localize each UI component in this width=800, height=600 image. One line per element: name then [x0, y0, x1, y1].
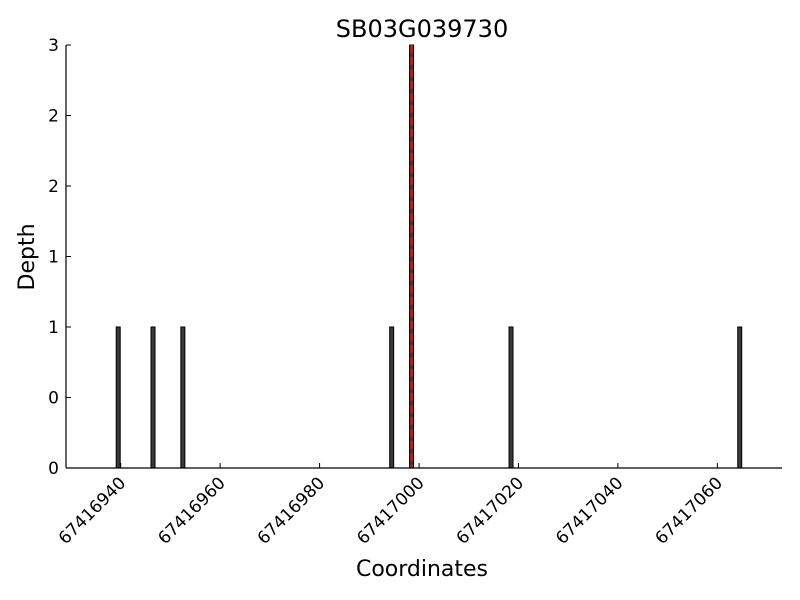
x-tick-label-1: 67416960	[154, 473, 229, 548]
x-tick-label-6: 67417060	[652, 473, 727, 548]
x-tick-label-2: 67416980	[254, 473, 329, 548]
y-tick-label-5: 2	[48, 107, 59, 127]
bar-1	[150, 326, 156, 469]
x-tick-label-0: 67416940	[55, 473, 130, 548]
bar-0	[115, 326, 121, 469]
x-axis-label: Coordinates	[356, 557, 488, 582]
y-axis-label: Depth	[15, 223, 40, 290]
y-tick-label-6: 3	[48, 36, 59, 56]
y-tick-label-3: 1	[48, 248, 59, 268]
y-tick-label-4: 2	[48, 177, 59, 197]
bar-6	[737, 326, 743, 469]
x-tick-label-3: 67417000	[353, 473, 428, 548]
bar-3	[389, 326, 395, 469]
bar-5	[508, 326, 514, 469]
bar-2	[180, 326, 186, 469]
bars-layer	[115, 44, 743, 469]
chart-title: SB03G039730	[336, 15, 508, 43]
axes-layer: 0 0 1 1 2 2 3 67416940 67416960 67416980 67417000 6…	[48, 36, 782, 549]
y-tick-label-1: 0	[48, 389, 59, 409]
x-tick-label-4: 67417020	[453, 473, 528, 548]
y-tick-label-2: 1	[48, 318, 59, 338]
y-tick-label-0: 0	[48, 459, 59, 479]
x-tick-label-5: 67417040	[552, 473, 627, 548]
